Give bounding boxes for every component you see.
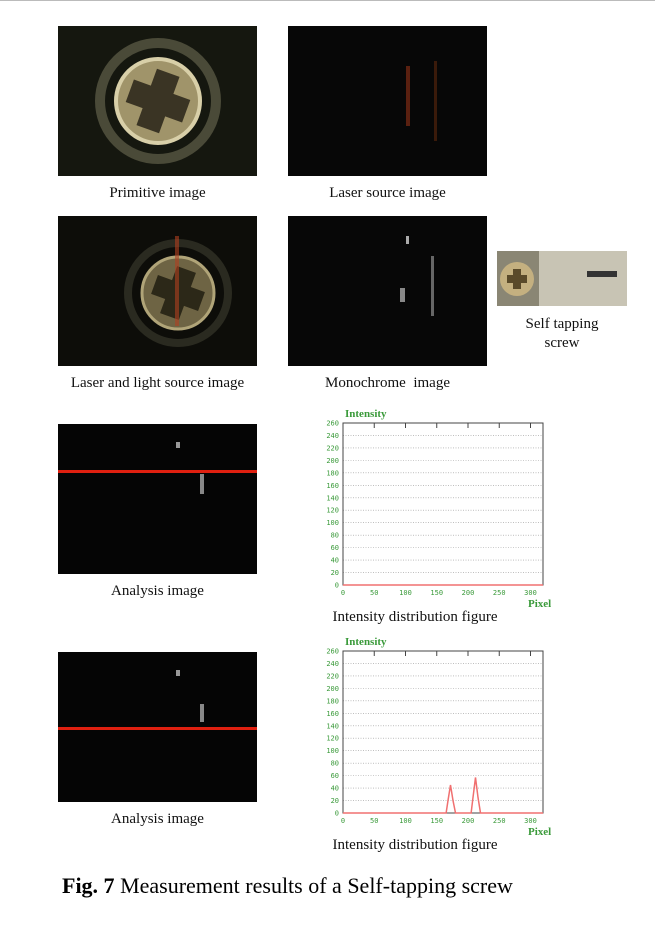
- photo: [58, 424, 257, 574]
- y-tick-label: 180: [326, 469, 339, 477]
- y-tick-label: 40: [331, 557, 339, 565]
- panel-caption: Primitive image: [58, 185, 257, 202]
- data-line: [343, 777, 543, 813]
- y-tick-label: 20: [331, 569, 339, 577]
- plot-frame: [343, 423, 543, 585]
- y-tick-label: 220: [326, 672, 339, 680]
- panel-caption: Analysis image: [58, 583, 257, 600]
- figure-caption: Fig. 7 Measurement results of a Self-tap…: [62, 873, 513, 899]
- y-tick-label: 20: [331, 797, 339, 805]
- panel-caption: Analysis image: [58, 811, 257, 828]
- x-tick-label: 250: [493, 817, 506, 825]
- y-tick-label: 140: [326, 722, 339, 730]
- photo: [497, 251, 627, 306]
- y-tick-label: 240: [326, 660, 339, 668]
- figure-page: Primitive image Laser source image Laser…: [0, 0, 655, 945]
- chart: 0 20 40 60 80 100 120 140 160 180 200 220 240 260 0 50 1…: [300, 631, 580, 856]
- chart-caption: Intensity distribution figure: [333, 609, 498, 625]
- y-axis-label: Intensity: [345, 636, 387, 648]
- x-tick-label: 50: [370, 817, 378, 825]
- y-tick-label: 0: [335, 582, 339, 590]
- x-tick-label: 0: [341, 817, 345, 825]
- y-tick-label: 60: [331, 772, 339, 780]
- y-tick-label: 120: [326, 507, 339, 515]
- panel-caption: Laser source image: [288, 185, 487, 202]
- y-tick-label: 200: [326, 685, 339, 693]
- figure-label: Fig. 7: [62, 873, 115, 898]
- plot-frame: [343, 651, 543, 813]
- y-tick-label: 100: [326, 747, 339, 755]
- x-tick-label: 200: [462, 589, 475, 597]
- x-tick-label: 0: [341, 589, 345, 597]
- y-tick-label: 180: [326, 697, 339, 705]
- photo: [288, 216, 487, 366]
- y-tick-label: 200: [326, 457, 339, 465]
- x-tick-label: 150: [430, 817, 443, 825]
- y-tick-label: 140: [326, 494, 339, 502]
- y-tick-label: 220: [326, 444, 339, 452]
- y-tick-label: 80: [331, 532, 339, 540]
- y-axis-label: Intensity: [345, 408, 387, 420]
- y-tick-label: 60: [331, 544, 339, 552]
- x-tick-label: 50: [370, 589, 378, 597]
- panel-caption: Self tapping screw: [512, 315, 612, 353]
- y-tick-label: 0: [335, 810, 339, 818]
- y-tick-label: 260: [326, 648, 339, 656]
- chart-caption: Intensity distribution figure: [333, 837, 498, 853]
- y-tick-label: 240: [326, 432, 339, 440]
- panel-caption: Laser and light source image: [48, 375, 267, 392]
- photo: [58, 216, 257, 366]
- x-axis-label: Pixel: [528, 598, 551, 610]
- x-tick-label: 250: [493, 589, 506, 597]
- photo: [58, 652, 257, 802]
- x-tick-label: 150: [430, 589, 443, 597]
- y-tick-label: 100: [326, 519, 339, 527]
- x-tick-label: 300: [524, 589, 537, 597]
- y-tick-label: 40: [331, 785, 339, 793]
- y-tick-label: 260: [326, 420, 339, 428]
- x-tick-label: 200: [462, 817, 475, 825]
- x-tick-label: 100: [399, 817, 412, 825]
- figure-text: Measurement results of a Self-tapping sc…: [120, 873, 513, 898]
- chart: 0 20 40 60 80 100 120 140 160 180 200 220 240 260 0 50 1…: [300, 403, 580, 631]
- y-tick-label: 160: [326, 482, 339, 490]
- photo: [288, 26, 487, 176]
- panel-caption: Monochrome image: [288, 375, 487, 392]
- photo: [58, 26, 257, 176]
- x-tick-label: 300: [524, 817, 537, 825]
- y-tick-label: 120: [326, 735, 339, 743]
- x-tick-label: 100: [399, 589, 412, 597]
- y-tick-label: 80: [331, 760, 339, 768]
- x-axis-label: Pixel: [528, 826, 551, 838]
- y-tick-label: 160: [326, 710, 339, 718]
